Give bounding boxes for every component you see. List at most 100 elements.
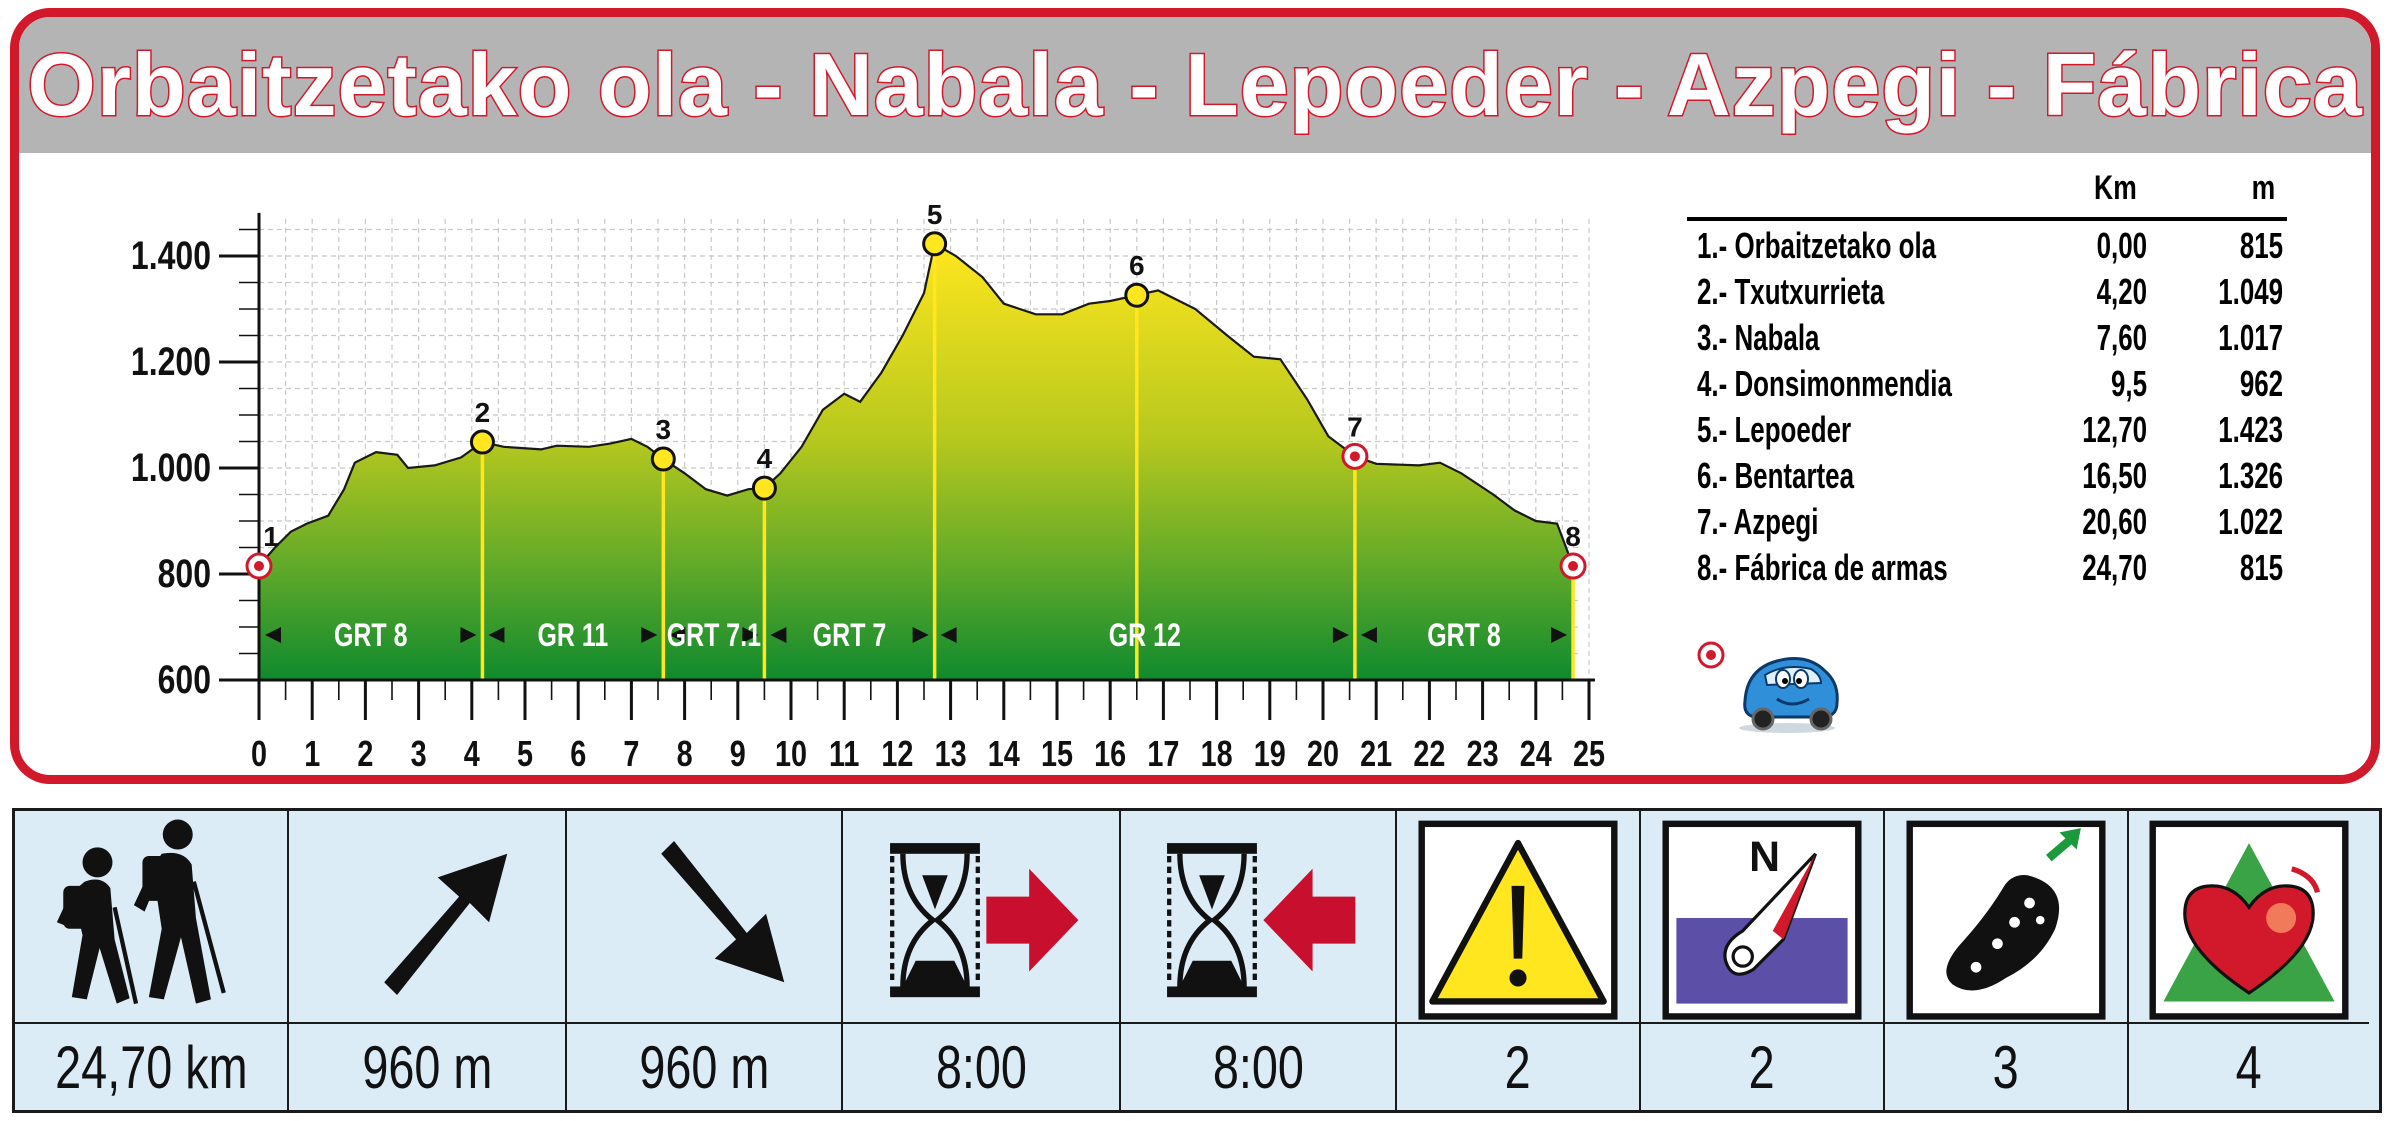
- waypoint-km: 12,70: [2082, 409, 2147, 450]
- summary-value: 2: [1397, 1022, 1639, 1110]
- x-tick-label: 10: [775, 733, 807, 774]
- x-tick-label: 8: [677, 733, 693, 774]
- x-tick-label: 13: [935, 733, 967, 774]
- x-tick-label: 4: [464, 733, 480, 774]
- hourglass-back-icon: [1121, 811, 1395, 1025]
- summary-value: 960 m: [289, 1022, 565, 1110]
- waypoint-name: 7.- Azpegi: [1697, 501, 1819, 542]
- waypoint-row: 4.- Donsimonmendia 9,5 962: [1687, 359, 2287, 405]
- x-tick-label: 12: [881, 733, 913, 774]
- x-tick-label: 2: [357, 733, 373, 774]
- waypoint-km: 9,5: [2110, 363, 2147, 404]
- summary-value-text: 2: [1504, 1033, 1532, 1101]
- segment-arrow-left: [488, 626, 505, 643]
- waypoint-km: 7,60: [2096, 317, 2147, 358]
- arrow-down-icon: [567, 811, 841, 1025]
- elevation-line: [258, 242, 1575, 567]
- waypoint-label: 8: [1565, 521, 1581, 552]
- x-tick-label: 17: [1147, 733, 1179, 774]
- summary-value-text: 960 m: [361, 1033, 493, 1101]
- summary-value: 8:00: [1121, 1022, 1395, 1110]
- summary-value: 4: [2129, 1022, 2369, 1110]
- segment-arrow-left: [770, 626, 787, 643]
- waypoint-marker-dot: [1349, 451, 1360, 462]
- summary-value: 960 m: [567, 1022, 841, 1110]
- title-bar: [19, 17, 2371, 153]
- waypoint-name: 5.- Lepoeder: [1697, 409, 1852, 450]
- waypoint-altitude: 1.049: [2218, 271, 2283, 312]
- waypoint-marker: [922, 231, 948, 257]
- waypoint-marker-dot: [1568, 561, 1579, 572]
- waypoint-row: 3.- Nabala 7,60 1.017: [1687, 313, 2287, 359]
- red-circle-marker: [1697, 641, 1725, 669]
- x-tick-label: 20: [1307, 733, 1339, 774]
- summary-value-text: 960 m: [638, 1033, 770, 1101]
- waypoint-altitude: 815: [2239, 547, 2283, 588]
- waypoint-km: 24,70: [2082, 547, 2147, 588]
- waypoint-name: 8.- Fábrica de armas: [1697, 547, 1948, 588]
- summary-cell: 3: [1885, 811, 2129, 1110]
- warning-icon: [1397, 811, 1639, 1025]
- waypoint-marker: [650, 446, 676, 472]
- trail-segments: GRT 8 GR 11 GRT 7.1 GRT 7 GR 12 GRT 8: [265, 618, 1568, 654]
- segment-arrow-left: [265, 626, 281, 643]
- svg-text:N: N: [1749, 833, 1780, 881]
- summary-cell: 2: [1397, 811, 1641, 1110]
- segment-arrow-right: [1332, 626, 1349, 643]
- header-km: Km: [2094, 169, 2137, 207]
- profile-card: Orbaitzetako ola - Nabala - Lepoeder - A…: [10, 8, 2380, 784]
- waypoint-row: 8.- Fábrica de armas 24,70 815: [1687, 543, 2287, 589]
- arrow-up-icon: [289, 811, 565, 1025]
- summary-value: 3: [1885, 1022, 2127, 1110]
- x-tick-label: 7: [623, 733, 639, 774]
- waypoint-name: 3.- Nabala: [1697, 317, 1820, 358]
- x-tick-label: 3: [411, 733, 427, 774]
- waypoint-altitude: 1.022: [2218, 501, 2283, 542]
- summary-cell: 4: [2129, 811, 2369, 1110]
- x-tick-label: 22: [1413, 733, 1445, 774]
- summary-value-text: 2: [1748, 1033, 1776, 1101]
- segment-label: GRT 8: [334, 618, 408, 654]
- heart-mountain-icon: [2129, 811, 2369, 1025]
- segment-label: GR 11: [538, 618, 609, 654]
- elevation-chart: GRT 8 GR 11 GRT 7.1 GRT 7 GR 12 GRT 8 600 800 1…: [131, 199, 1605, 774]
- waypoint-altitude: 1.326: [2218, 455, 2283, 496]
- waypoint-label: 4: [757, 443, 773, 474]
- summary-value-text: 4: [2235, 1033, 2263, 1101]
- waypoint-name: 6.- Bentartea: [1697, 455, 1855, 496]
- waypoint-label: 6: [1129, 250, 1145, 281]
- segment-label: GRT 7: [813, 618, 886, 654]
- elevation-fill: [259, 243, 1574, 681]
- summary-value-text: 24,70 km: [54, 1033, 248, 1101]
- x-tick-label: 23: [1467, 733, 1499, 774]
- summary-cell: N 2: [1641, 811, 1885, 1110]
- waypoint-altitude: 815: [2239, 225, 2283, 266]
- segment-arrow-right: [912, 626, 929, 643]
- x-tick-label: 6: [570, 733, 586, 774]
- segment-arrow-left: [940, 626, 957, 643]
- waypoint-name: 2.- Txutxurrieta: [1697, 271, 1885, 312]
- table-rows: 1.- Orbaitzetako ola 0,00 815 2.- Txutxurri…: [1687, 221, 2287, 589]
- segment-arrow-right: [742, 626, 759, 643]
- waypoint-row: 7.- Azpegi 20,60 1.022: [1687, 497, 2287, 543]
- x-tick-label: 15: [1041, 733, 1073, 774]
- summary-cell: 24,70 km: [15, 811, 289, 1110]
- x-tick-label: 14: [988, 733, 1020, 774]
- waypoint-row: 2.- Txutxurrieta 4,20 1.049: [1687, 267, 2287, 313]
- waypoint-km: 4,20: [2096, 271, 2147, 312]
- x-tick-label: 21: [1360, 733, 1392, 774]
- x-tick-label: 19: [1254, 733, 1286, 774]
- legend: [1697, 641, 1839, 733]
- waypoint-name: 4.- Donsimonmendia: [1697, 363, 1952, 404]
- segment-label: GRT 8: [1427, 618, 1501, 654]
- waypoint-row: 5.- Lepoeder 12,70 1.423: [1687, 405, 2287, 451]
- waypoint-table: Km m 1.- Orbaitzetako ola 0,00 815 2.- Txut…: [1687, 167, 2287, 589]
- waypoint-row: 6.- Bentartea 16,50 1.326: [1687, 451, 2287, 497]
- route-summary: 24,70 km 960 m 960 m 8:00 8:00 2 N 2: [12, 808, 2382, 1113]
- waypoint-label: 5: [927, 199, 943, 230]
- waypoint-label: 1: [263, 521, 279, 552]
- x-tick-label: 0: [251, 733, 267, 774]
- summary-cell: 960 m: [567, 811, 843, 1110]
- compass-icon: N: [1641, 811, 1883, 1025]
